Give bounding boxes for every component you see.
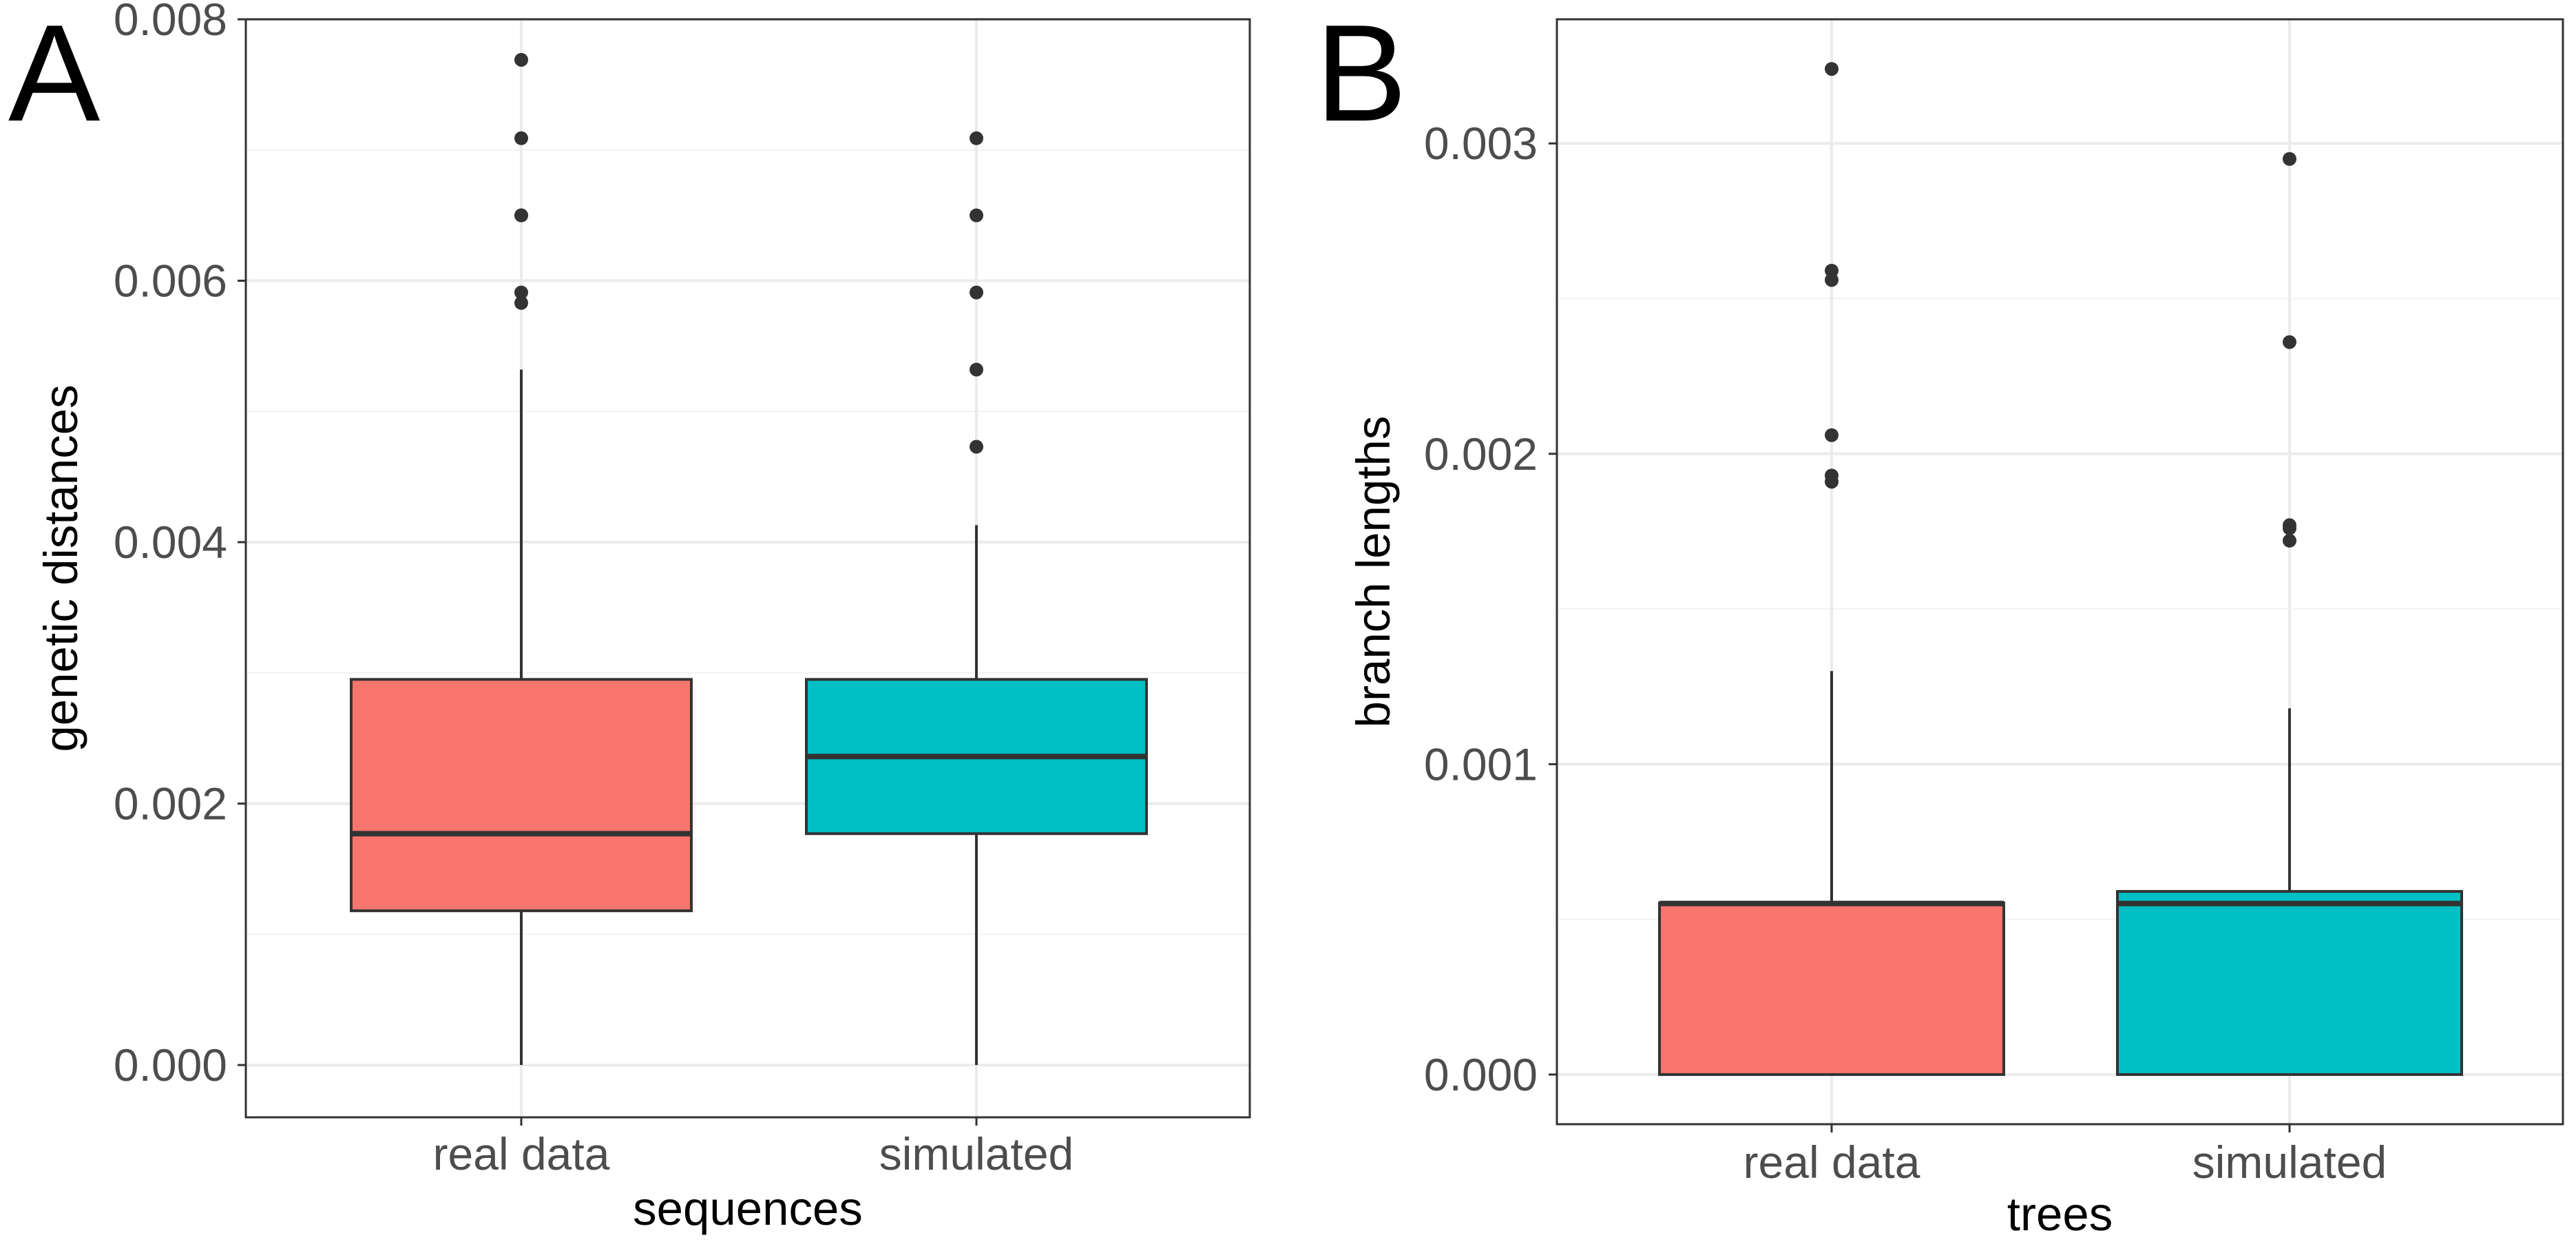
x-tick-label: real data bbox=[433, 1128, 610, 1179]
outlier-point bbox=[514, 131, 528, 145]
y-tick-label: 0.004 bbox=[114, 517, 227, 568]
x-tick-label: real data bbox=[1743, 1137, 1920, 1188]
outlier-point bbox=[970, 208, 983, 222]
y-tick-label: 0.000 bbox=[114, 1039, 227, 1090]
outlier-point bbox=[2283, 152, 2296, 166]
y-axis-title: branch lengths bbox=[1347, 416, 1400, 728]
y-tick-label: 0.008 bbox=[114, 0, 227, 45]
panel-b: 0.000 0.001 0.002 0.003 real data simulated tr… bbox=[1315, 0, 2564, 1241]
outlier-point bbox=[970, 362, 983, 377]
outlier-point bbox=[1825, 468, 1839, 483]
x-axis-title: trees bbox=[2007, 1188, 2113, 1241]
box-real-data bbox=[1658, 901, 2005, 1076]
outlier-point bbox=[2283, 518, 2296, 532]
panel-border bbox=[1556, 18, 2564, 1126]
panel-border bbox=[244, 18, 1251, 1119]
y-tick-label: 0.001 bbox=[1424, 738, 1538, 789]
plot-background bbox=[246, 19, 1250, 1117]
outlier-point bbox=[970, 439, 983, 454]
x-tick-label: simulated bbox=[879, 1128, 1074, 1179]
y-tick-label: 0.002 bbox=[1424, 428, 1538, 479]
outlier-point bbox=[514, 285, 528, 300]
x-tick-label: simulated bbox=[2192, 1137, 2387, 1188]
outlier-point bbox=[1825, 62, 1839, 76]
outlier-point bbox=[2283, 533, 2296, 548]
outlier-point bbox=[514, 296, 528, 310]
box-simulated bbox=[2116, 890, 2463, 1076]
outlier-point bbox=[970, 285, 983, 300]
x-axis-title: sequences bbox=[633, 1182, 863, 1235]
outlier-point bbox=[2283, 335, 2296, 349]
y-tick-label: 0.003 bbox=[1424, 118, 1538, 169]
y-axis-title: genetic distances bbox=[34, 384, 87, 752]
y-tick-label: 0.002 bbox=[114, 778, 227, 829]
outlier-point bbox=[1825, 263, 1839, 278]
panel-a: 0.000 0.002 0.004 0.006 0.008 real data simula… bbox=[8, 0, 1251, 1235]
y-tick-label: 0.006 bbox=[114, 256, 227, 307]
panel-tag: A bbox=[8, 0, 101, 150]
outlier-point bbox=[514, 208, 528, 222]
box-real-data bbox=[350, 678, 693, 913]
panel-tag: B bbox=[1315, 0, 1407, 150]
outlier-point bbox=[514, 52, 528, 67]
outlier-point bbox=[1825, 428, 1839, 442]
outlier-point bbox=[970, 131, 983, 145]
y-tick-label: 0.000 bbox=[1424, 1049, 1538, 1100]
